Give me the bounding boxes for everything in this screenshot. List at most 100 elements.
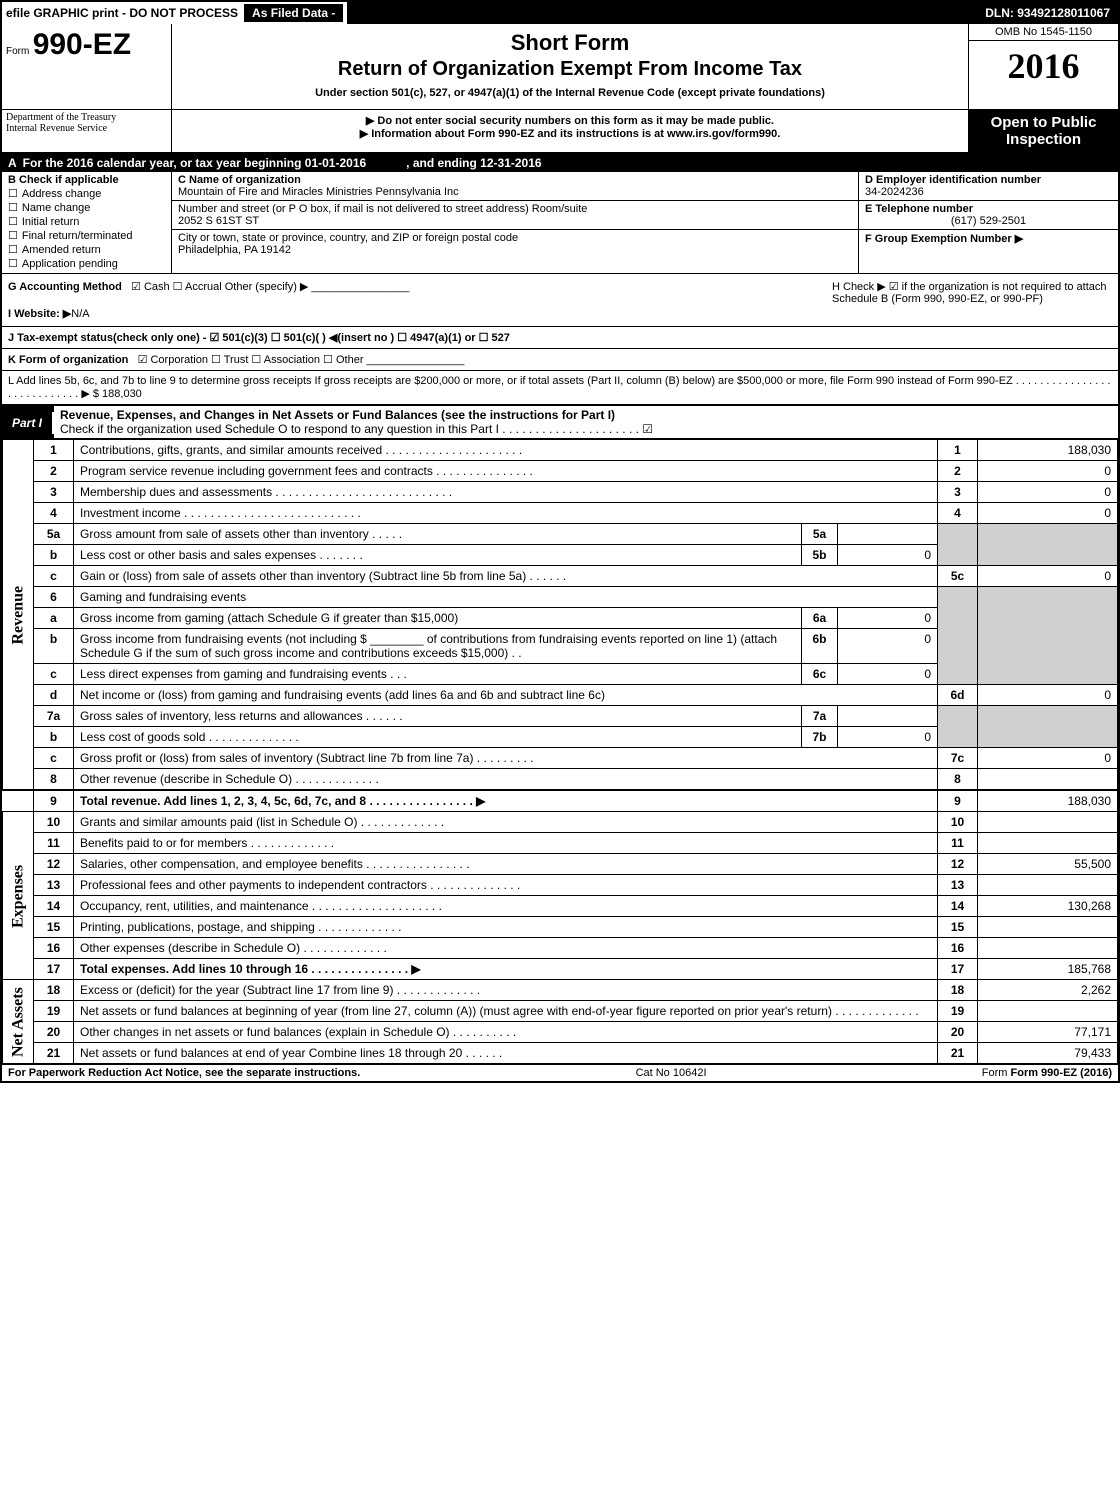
title-box: Short Form Return of Organization Exempt… (172, 24, 968, 109)
form-990ez-page: efile GRAPHIC print - DO NOT PROCESS As … (0, 0, 1120, 1083)
check-name-change: Name change (8, 201, 165, 214)
c-addr-block: Number and street (or P O box, if mail i… (172, 201, 858, 230)
line-9: 9 Total revenue. Add lines 1, 2, 3, 4, 5… (3, 790, 1118, 812)
line-14: 14 Occupancy, rent, utilities, and maint… (3, 896, 1118, 917)
city-value: Philadelphia, PA 19142 (178, 244, 291, 256)
footer: For Paperwork Reduction Act Notice, see … (2, 1064, 1118, 1081)
open-to-public: Open to Public Inspection (968, 110, 1118, 152)
tel-value: (617) 529-2501 (865, 215, 1112, 227)
line-2: 2 Program service revenue including gove… (3, 461, 1118, 482)
a-ending: , and ending 12-31-2016 (406, 156, 541, 170)
line-5c: c Gain or (loss) from sale of assets oth… (3, 566, 1118, 587)
section-k: K Form of organization ☑ Corporation ☐ T… (2, 349, 1118, 371)
section-b-block: B Check if applicable Address change Nam… (2, 172, 1118, 274)
form-number-box: Form 990-EZ (2, 24, 172, 109)
line-1: Revenue 1 Contributions, gifts, grants, … (3, 440, 1118, 461)
tax-year: 2016 (969, 41, 1118, 91)
line-4: 4 Investment income . . . . . . . . . . … (3, 503, 1118, 524)
line-17: 17 Total expenses. Add lines 10 through … (3, 959, 1118, 980)
part1-table: Revenue 1 Contributions, gifts, grants, … (2, 439, 1118, 1064)
part1-sub: Check if the organization used Schedule … (60, 422, 653, 436)
letter-a: A (8, 156, 17, 170)
line-8: 8 Other revenue (describe in Schedule O)… (3, 769, 1118, 791)
check-final-return: Final return/terminated (8, 229, 165, 242)
line-7c: c Gross profit or (loss) from sales of i… (3, 748, 1118, 769)
f-label: F Group Exemption Number ▶ (865, 233, 1023, 245)
line-16: 16 Other expenses (describe in Schedule … (3, 938, 1118, 959)
irs-label: Internal Revenue Service (6, 123, 167, 134)
top-bar: efile GRAPHIC print - DO NOT PROCESS As … (2, 2, 1118, 24)
footer-mid: Cat No 10642I (636, 1067, 707, 1079)
city-label: City or town, state or province, country… (178, 232, 518, 244)
b-label: B Check if applicable (8, 174, 119, 186)
part1-title-wrap: Revenue, Expenses, and Changes in Net As… (54, 406, 1118, 439)
f-group: F Group Exemption Number ▶ (859, 230, 1118, 247)
notice-info: ▶ Information about Form 990-EZ and its … (176, 127, 964, 140)
line-18: Net Assets 18 Excess or (deficit) for th… (3, 980, 1118, 1001)
section-g: G Accounting Method ☑ Cash ☐ Accrual Oth… (8, 280, 832, 320)
section-h: H Check ▶ ☑ if the organization is not r… (832, 280, 1112, 320)
e-label: E Telephone number (865, 203, 973, 215)
main-title: Return of Organization Exempt From Incom… (176, 58, 964, 81)
line-15: 15 Printing, publications, postage, and … (3, 917, 1118, 938)
section-c-block: C Name of organization Mountain of Fire … (172, 172, 858, 273)
side-net-assets: Net Assets (3, 980, 34, 1064)
section-gh: G Accounting Method ☑ Cash ☐ Accrual Oth… (2, 274, 1118, 327)
h-text: H Check ▶ ☑ if the organization is not r… (832, 281, 1107, 305)
line-21: 21 Net assets or fund balances at end of… (3, 1043, 1118, 1064)
section-a: A For the 2016 calendar year, or tax yea… (2, 154, 1118, 172)
g-label: G Accounting Method (8, 281, 122, 293)
side-revenue: Revenue (3, 440, 34, 791)
addr-value: 2052 S 61ST ST (178, 215, 259, 227)
short-form-title: Short Form (176, 30, 964, 56)
footer-right: Form Form 990-EZ (2016) (982, 1067, 1112, 1079)
efile-notice: efile GRAPHIC print - DO NOT PROCESS As … (2, 2, 347, 24)
check-amended: Amended return (8, 243, 165, 256)
org-name: Mountain of Fire and Miracles Ministries… (178, 186, 459, 198)
subtitle: Under section 501(c), 527, or 4947(a)(1)… (176, 87, 964, 99)
part1-tag: Part I (2, 412, 54, 434)
c-city-block: City or town, state or province, country… (172, 230, 858, 258)
line-11: 11 Benefits paid to or for members . . .… (3, 833, 1118, 854)
d-label: D Employer identification number (865, 174, 1041, 186)
check-initial-return: Initial return (8, 215, 165, 228)
i-value: N/A (71, 308, 89, 320)
line-7a: 7a Gross sales of inventory, less return… (3, 706, 1118, 727)
a-text: For the 2016 calendar year, or tax year … (23, 156, 367, 170)
line-6: 6 Gaming and fundraising events (3, 587, 1118, 608)
j-text: J Tax-exempt status(check only one) - ☑ … (8, 332, 510, 344)
footer-left: For Paperwork Reduction Act Notice, see … (8, 1067, 360, 1079)
line-10: Expenses 10 Grants and similar amounts p… (3, 812, 1118, 833)
dept-box: Department of the Treasury Internal Reve… (2, 110, 172, 152)
line-6d: d Net income or (loss) from gaming and f… (3, 685, 1118, 706)
line-20: 20 Other changes in net assets or fund b… (3, 1022, 1118, 1043)
notice-ssn: ▶ Do not enter social security numbers o… (176, 114, 964, 127)
form-word: Form (6, 46, 29, 57)
e-tel: E Telephone number (617) 529-2501 (859, 201, 1118, 230)
line-5a: 5a Gross amount from sale of assets othe… (3, 524, 1118, 545)
k-opts: ☑ Corporation ☐ Trust ☐ Association ☐ Ot… (138, 354, 364, 366)
omb-year-box: OMB No 1545-1150 2016 (968, 24, 1118, 109)
notices: ▶ Do not enter social security numbers o… (172, 110, 968, 152)
g-opts: ☑ Cash ☐ Accrual Other (specify) ▶ (131, 281, 308, 293)
dept-treasury: Department of the Treasury (6, 112, 167, 123)
dln: DLN: 93492128011067 (977, 6, 1118, 20)
part1-title: Revenue, Expenses, and Changes in Net As… (60, 408, 615, 422)
c-name-block: C Name of organization Mountain of Fire … (172, 172, 858, 201)
section-b-checks: B Check if applicable Address change Nam… (2, 172, 172, 273)
k-label: K Form of organization (8, 354, 128, 366)
part1-header: Part I Revenue, Expenses, and Changes in… (2, 406, 1118, 439)
side-expenses: Expenses (3, 812, 34, 980)
addr-label: Number and street (or P O box, if mail i… (178, 203, 587, 215)
dept-row: Department of the Treasury Internal Reve… (2, 110, 1118, 154)
d-ein: D Employer identification number 34-2024… (859, 172, 1118, 201)
omb-number: OMB No 1545-1150 (969, 24, 1118, 41)
check-address-change: Address change (8, 187, 165, 200)
c-label: C Name of organization (178, 174, 301, 186)
section-def-block: D Employer identification number 34-2024… (858, 172, 1118, 273)
form-number: 990-EZ (33, 28, 131, 61)
ein-value: 34-2024236 (865, 186, 924, 198)
section-l: L Add lines 5b, 6c, and 7b to line 9 to … (2, 371, 1118, 406)
i-label: I Website: ▶ (8, 308, 71, 320)
line-19: 19 Net assets or fund balances at beginn… (3, 1001, 1118, 1022)
